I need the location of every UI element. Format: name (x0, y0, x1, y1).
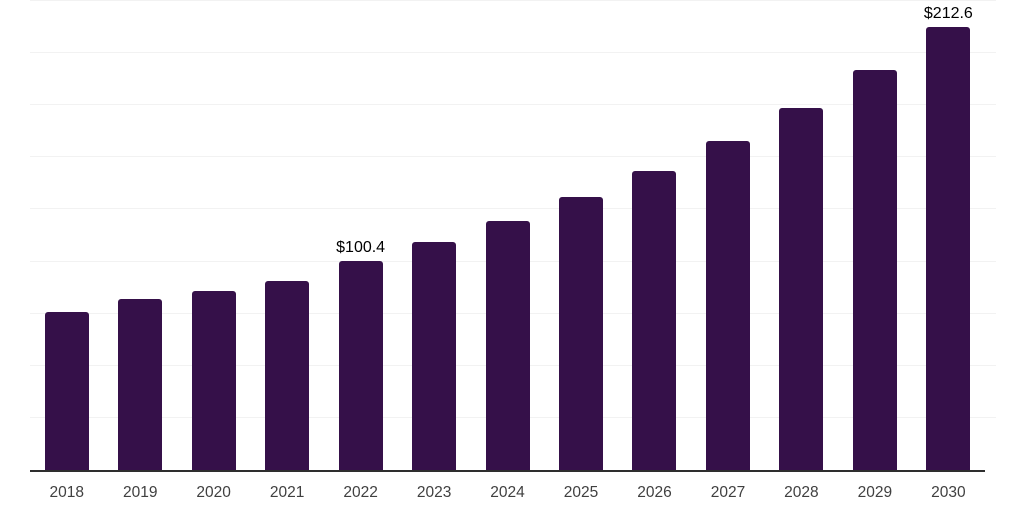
gridline (30, 104, 996, 106)
bar-slot (765, 0, 838, 470)
x-axis-tick-label: 2030 (931, 484, 966, 501)
x-axis-tick-label: 2022 (343, 484, 378, 501)
bar[interactable] (632, 171, 677, 470)
bar[interactable] (44, 312, 89, 470)
bar[interactable] (779, 107, 824, 470)
bar-slot (471, 0, 544, 470)
bar-slot (250, 0, 323, 470)
bar-slot (103, 0, 176, 470)
bar[interactable] (485, 220, 530, 470)
plot-area: $100.4 $212.6 (30, 0, 996, 472)
bar[interactable] (118, 299, 163, 470)
x-axis-tick-label: 2024 (490, 484, 525, 501)
bar-slot (618, 0, 691, 470)
x-axis-tick-label: 2019 (122, 484, 158, 501)
bar-slot (691, 0, 764, 470)
x-axis-tick-label: 2025 (563, 484, 599, 501)
bar-slot (397, 0, 470, 470)
bar[interactable] (559, 197, 604, 470)
x-axis-tick-label: 2029 (857, 484, 893, 501)
bar[interactable] (265, 280, 310, 470)
bar-slot (177, 0, 250, 470)
bar[interactable] (705, 141, 750, 470)
gridline (30, 0, 996, 2)
bar-slot: $212.6 (912, 0, 985, 470)
x-axis-tick-label: 2023 (416, 484, 452, 501)
x-axis-tick-label: 2026 (637, 484, 672, 501)
bar[interactable] (191, 290, 236, 470)
bar-slot (838, 0, 911, 470)
gridline (30, 208, 996, 210)
bar-slot (30, 0, 103, 470)
bar-slot (544, 0, 617, 470)
x-axis-tick-label: 2028 (784, 484, 819, 501)
bar[interactable] (926, 26, 971, 470)
x-axis-tick-label: 2027 (710, 484, 746, 501)
x-axis-tick-label: 2021 (269, 484, 305, 501)
bars: $100.4 $212.6 (30, 0, 985, 470)
bar-value-label: $212.6 (923, 4, 973, 22)
bar[interactable] (412, 241, 457, 470)
bar[interactable] (338, 260, 383, 470)
x-axis-labels: 2018 2019 2020 2021 2022 2023 2024 2025 2026 2027… (30, 482, 985, 504)
gridline (30, 156, 996, 158)
bar[interactable] (852, 69, 897, 470)
gridline (30, 52, 996, 54)
x-axis-tick-label: 2018 (49, 484, 84, 501)
x-axis-tick-label: 2020 (196, 484, 231, 501)
bar-value-label: $100.4 (336, 238, 386, 256)
x-axis-line (30, 470, 985, 472)
bar-slot: $100.4 (324, 0, 397, 470)
